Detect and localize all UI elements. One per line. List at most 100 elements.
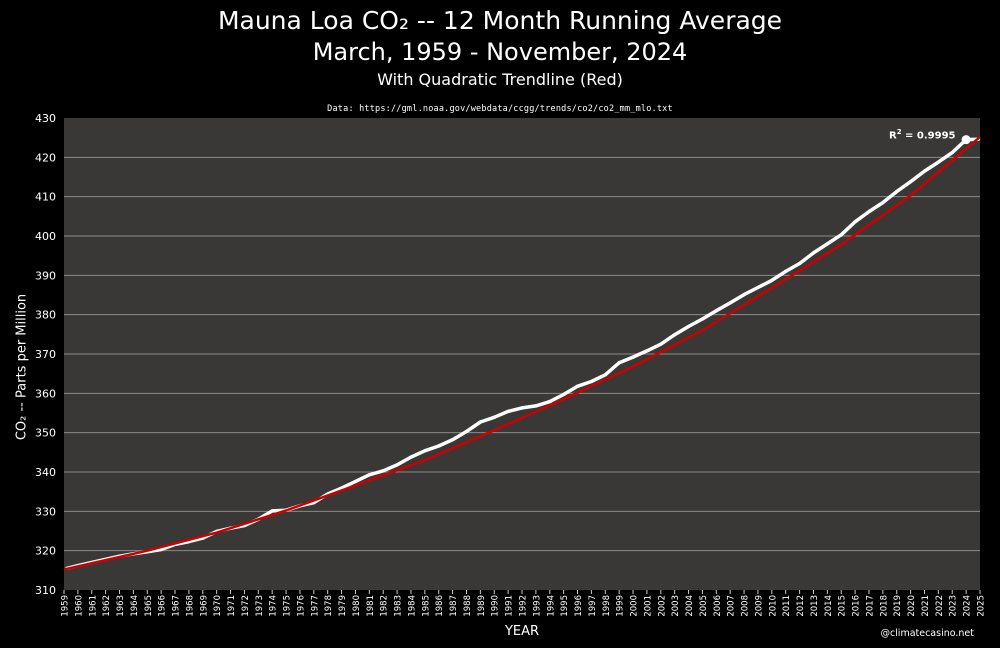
chart-date-range: March, 1959 - November, 2024 xyxy=(312,38,688,66)
x-tick-label: 1976 xyxy=(296,595,306,617)
data-point xyxy=(159,547,163,552)
data-point xyxy=(867,210,871,214)
x-tick-label: 1980 xyxy=(352,595,362,617)
x-tick-label: 2017 xyxy=(865,595,875,617)
x-tick-label: 2020 xyxy=(907,595,917,617)
data-point xyxy=(895,189,899,194)
r-squared-label: R2 = 0.9995 xyxy=(889,128,956,141)
x-tick-label: 1997 xyxy=(588,595,598,617)
y-tick-label: 330 xyxy=(35,505,56,518)
data-point xyxy=(575,384,580,388)
data-point xyxy=(451,438,455,442)
x-tick-label: 1975 xyxy=(283,595,293,617)
x-tick-label: 1977 xyxy=(310,595,320,617)
x-tick-label: 2011 xyxy=(782,595,792,617)
data-point xyxy=(353,479,358,484)
x-tick-label: 1959 xyxy=(61,595,71,617)
data-point xyxy=(534,404,538,408)
x-tick-label: 2002 xyxy=(657,595,667,617)
data-point xyxy=(742,293,746,297)
data-point xyxy=(409,455,413,459)
x-tick-label: 1984 xyxy=(407,595,417,617)
x-tick-label: 1965 xyxy=(144,595,154,617)
credit-text: @climatecasino.net xyxy=(880,628,974,639)
x-tick-label: 1978 xyxy=(324,595,334,617)
data-point xyxy=(506,409,510,414)
x-tick-label: 2016 xyxy=(852,595,862,617)
r-squared-prefix: R xyxy=(889,130,897,142)
x-tick-label: 1971 xyxy=(227,595,237,617)
x-tick-label: 2010 xyxy=(768,595,778,617)
chart-title: Mauna Loa CO₂ -- 12 Month Running Averag… xyxy=(217,6,783,35)
data-point xyxy=(770,278,774,283)
data-point xyxy=(603,373,607,377)
x-tick-label: 2024 xyxy=(963,595,973,617)
data-point xyxy=(437,444,441,448)
x-tick-label: 1968 xyxy=(185,595,195,617)
x-tick-label: 2025 xyxy=(977,595,987,617)
x-tick-label: 2019 xyxy=(893,595,903,617)
data-point xyxy=(950,151,954,155)
x-tick-label: 2018 xyxy=(879,595,889,617)
data-point xyxy=(631,355,635,359)
data-point xyxy=(700,317,705,321)
r-squared-value: = 0.9995 xyxy=(901,130,956,142)
data-point xyxy=(686,324,691,329)
x-tick-label: 2003 xyxy=(671,595,681,617)
x-tick-label: 1982 xyxy=(380,595,390,617)
x-tick-label: 1974 xyxy=(269,595,279,617)
x-tick-label: 2004 xyxy=(685,595,695,617)
series-line-trendline xyxy=(63,135,981,571)
x-tick-label: 1970 xyxy=(213,595,223,617)
data-point xyxy=(367,473,371,477)
x-axis-label: YEAR xyxy=(504,624,540,639)
x-tick-label: 2013 xyxy=(810,595,820,617)
data-point xyxy=(673,333,677,337)
y-tick-label: 420 xyxy=(35,151,56,164)
y-tick-label: 370 xyxy=(35,348,56,361)
data-point xyxy=(922,169,927,173)
x-tick-label: 1973 xyxy=(255,595,265,617)
x-tick-label: 1985 xyxy=(421,595,431,617)
x-tick-label: 1991 xyxy=(505,595,515,617)
data-point xyxy=(825,242,829,246)
x-tick-label: 1993 xyxy=(532,595,542,617)
y-tick-label: 310 xyxy=(35,584,56,597)
data-point xyxy=(645,349,649,353)
x-tick-label: 1998 xyxy=(602,595,612,617)
y-tick-label: 380 xyxy=(35,309,56,322)
y-tick-label: 320 xyxy=(35,545,56,558)
x-tick-label: 2006 xyxy=(713,595,723,617)
x-tick-label: 2023 xyxy=(949,595,959,617)
y-tick-label: 360 xyxy=(35,387,56,400)
x-tick-label: 1992 xyxy=(519,595,529,617)
y-tick-label: 350 xyxy=(35,427,56,440)
x-tick-label: 1979 xyxy=(338,595,348,617)
y-tick-label: 390 xyxy=(35,269,56,282)
x-tick-label: 2021 xyxy=(921,595,931,617)
x-tick-label: 1986 xyxy=(435,595,445,617)
x-tick-label: 1961 xyxy=(88,595,98,617)
data-point xyxy=(492,415,496,419)
x-tick-label: 2008 xyxy=(741,595,751,617)
x-tick-label: 1996 xyxy=(574,595,584,617)
data-source-text: Data: https://gml.noaa.gov/webdata/ccgg/… xyxy=(327,104,673,114)
x-tick-label: 2014 xyxy=(824,595,834,617)
data-point xyxy=(853,220,857,224)
y-tick-label: 400 xyxy=(35,230,56,243)
chart-subtitle: With Quadratic Trendline (Red) xyxy=(377,70,623,89)
x-tick-label: 2015 xyxy=(838,595,848,617)
data-point xyxy=(520,406,524,410)
data-point xyxy=(617,361,621,365)
data-point xyxy=(270,509,274,513)
data-point xyxy=(478,420,482,424)
data-point xyxy=(784,269,788,273)
x-tick-label: 1969 xyxy=(199,595,209,617)
data-point xyxy=(423,449,427,453)
x-tick-label: 1972 xyxy=(241,595,251,617)
data-point xyxy=(839,233,843,237)
data-point xyxy=(589,379,593,384)
y-tick-label: 430 xyxy=(35,112,56,125)
x-tick-label: 1966 xyxy=(158,595,168,617)
